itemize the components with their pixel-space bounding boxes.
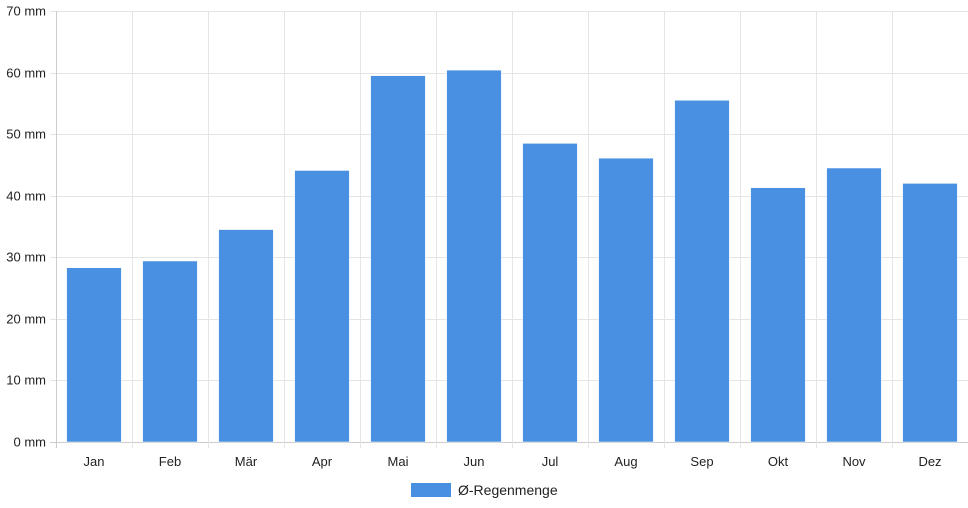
legend-label[interactable]: Ø-Regenmenge	[458, 482, 558, 498]
bar-dez[interactable]	[902, 183, 958, 443]
bar-apr[interactable]	[294, 170, 350, 443]
x-tick-label: Okt	[768, 454, 789, 469]
x-tick-label: Jul	[542, 454, 559, 469]
bar-sep[interactable]	[674, 100, 730, 443]
x-tick-label: Sep	[690, 454, 713, 469]
x-tick-label: Jun	[464, 454, 485, 469]
legend[interactable]: Ø-Regenmenge	[411, 482, 558, 498]
y-tick-label: 70 mm	[6, 4, 46, 19]
bar-mai[interactable]	[370, 75, 426, 443]
bar-okt[interactable]	[750, 187, 806, 443]
y-tick-label: 50 mm	[6, 127, 46, 142]
x-tick-label: Apr	[312, 454, 333, 469]
legend-swatch[interactable]	[411, 483, 451, 497]
bars-layer	[66, 69, 958, 443]
x-tick-label: Dez	[918, 454, 941, 469]
x-axis-labels: Jan Feb Mär Apr Mai Jun Jul Aug Sep Okt Nov Dez	[84, 454, 942, 469]
y-axis-labels: 0 mm 10 mm 20 mm 30 mm 40 mm 50 mm 60 mm 70 mm	[6, 4, 46, 450]
bar-nov[interactable]	[826, 167, 882, 443]
x-tick-label: Feb	[159, 454, 181, 469]
x-tick-label: Aug	[614, 454, 637, 469]
grid-layer	[50, 11, 968, 448]
bar-feb[interactable]	[142, 260, 198, 443]
x-tick-label: Nov	[842, 454, 866, 469]
y-tick-label: 30 mm	[6, 250, 46, 265]
y-tick-label: 20 mm	[6, 312, 46, 327]
bar-mär[interactable]	[218, 229, 274, 443]
x-tick-label: Mai	[388, 454, 409, 469]
y-tick-label: 10 mm	[6, 373, 46, 388]
y-tick-label: 60 mm	[6, 66, 46, 81]
x-tick-label: Jan	[84, 454, 105, 469]
bar-jul[interactable]	[522, 143, 578, 443]
y-tick-label: 0 mm	[14, 435, 47, 450]
bar-jun[interactable]	[446, 69, 502, 443]
y-tick-label: 40 mm	[6, 189, 46, 204]
x-tick-label: Mär	[235, 454, 258, 469]
bar-jan[interactable]	[66, 267, 122, 443]
bar-aug[interactable]	[598, 157, 654, 443]
